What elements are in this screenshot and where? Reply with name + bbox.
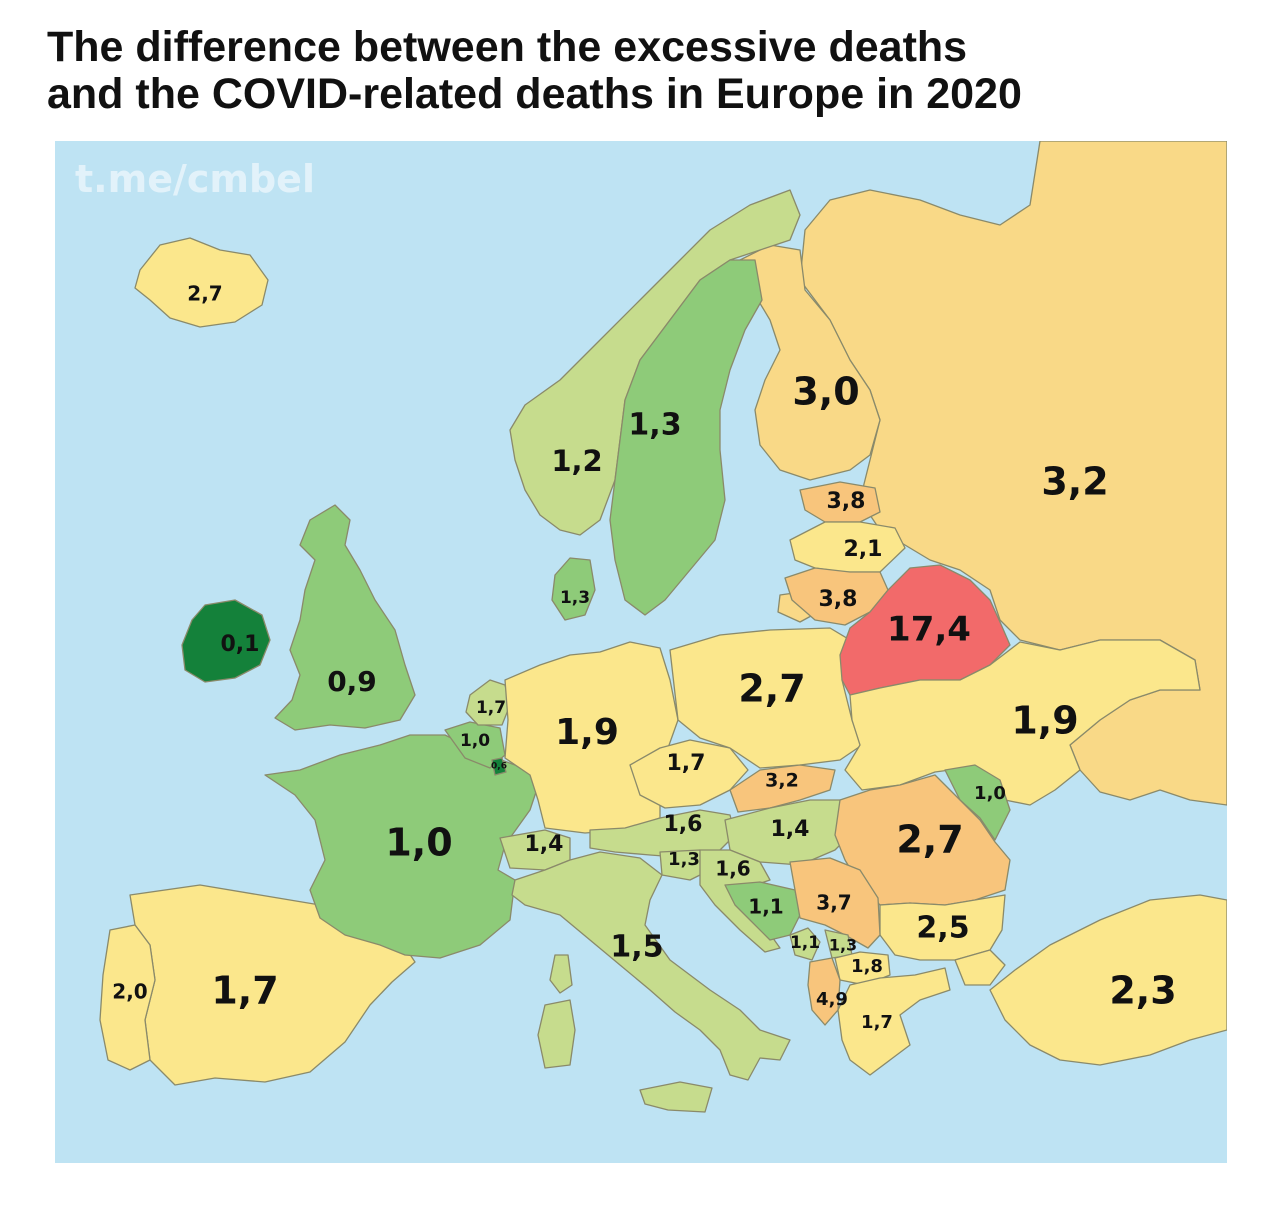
label-austria: 1,6: [664, 812, 703, 837]
country-belarus: [839, 564, 1011, 696]
label-portugal: 2,0: [112, 980, 147, 1004]
country-serbia: [789, 857, 881, 949]
label-ukraine: 1,9: [1011, 699, 1078, 743]
island-sardinia: [537, 999, 576, 1069]
label-denmark: 1,3: [560, 588, 590, 608]
country-montenegro: [789, 927, 821, 961]
label-netherlands: 1,7: [476, 698, 506, 718]
map-title: The difference between the excessive dea…: [47, 24, 1247, 118]
country-russia: [799, 141, 1227, 806]
label-russia: 3,2: [1041, 460, 1108, 504]
label-albania: 4,9: [816, 989, 848, 1010]
country-italy: [511, 851, 791, 1081]
label-moldova: 1,0: [974, 783, 1006, 804]
label-czechia: 1,7: [667, 751, 706, 776]
country-uk: [274, 504, 416, 731]
country-sweden: [609, 259, 763, 616]
label-north-macedonia: 1,8: [851, 956, 883, 977]
label-belarus: 17,4: [887, 610, 971, 650]
label-spain: 1,7: [211, 969, 278, 1013]
country-iceland: [134, 237, 269, 328]
label-switzerland: 1,4: [525, 832, 564, 857]
label-montenegro: 1,1: [790, 933, 820, 953]
country-portugal: [99, 924, 156, 1071]
label-bosnia-and-herzegovina: 1,1: [748, 895, 783, 919]
country-estonia: [799, 481, 881, 523]
country-denmark: [551, 557, 596, 621]
country-ireland: [181, 599, 271, 683]
label-poland: 2,7: [738, 667, 805, 711]
label-italy: 1,5: [610, 930, 663, 965]
label-kosovo: 1,3: [829, 936, 857, 955]
label-ireland: 0,1: [221, 632, 260, 657]
country-turkey: [989, 894, 1227, 1066]
country-latvia: [789, 521, 906, 573]
europe-map: t.me/cmbel 2,7 1,2 1,3 3,0 3,2 3,8 2,1 3,8 17,4 1…: [55, 141, 1227, 1163]
country-greece: [837, 967, 951, 1076]
label-belgium: 1,0: [460, 731, 490, 751]
label-united-kingdom: 0,9: [327, 665, 377, 698]
label-germany: 1,9: [555, 712, 619, 753]
country-finland: [739, 244, 881, 481]
country-bulgaria: [879, 894, 1006, 961]
label-luxembourg: 0,6: [491, 762, 507, 772]
label-sweden: 1,3: [628, 408, 681, 443]
label-norway: 1,2: [551, 444, 602, 478]
label-greece: 1,7: [861, 1012, 893, 1033]
label-croatia: 1,6: [715, 857, 750, 881]
country-slovakia: [729, 764, 836, 813]
country-albania: [807, 957, 841, 1026]
label-serbia: 3,7: [816, 891, 851, 915]
country-labels: 2,7 1,2 1,3 3,0 3,2 3,8 2,1 3,8 17,4 1,3 0,1 0,9 1,7…: [112, 282, 1176, 1034]
island-corsica: [549, 954, 573, 994]
country-luxembourg: [491, 757, 507, 776]
label-latvia: 2,1: [844, 537, 883, 562]
country-ukraine: [844, 639, 1201, 806]
title-line-2: and the COVID-related deaths in Europe i…: [47, 70, 1022, 118]
label-estonia: 3,8: [827, 489, 866, 514]
title-line-1: The difference between the excessive dea…: [47, 23, 968, 71]
country-austria: [589, 809, 736, 859]
island-sicily: [639, 1081, 713, 1113]
label-slovakia: 3,2: [765, 770, 799, 792]
watermark: t.me/cmbel: [75, 157, 315, 201]
label-romania: 2,7: [896, 818, 963, 862]
country-turkey-thrace: [954, 949, 1006, 986]
label-finland: 3,0: [792, 370, 859, 414]
country-netherlands: [465, 679, 511, 726]
label-france: 1,0: [385, 821, 452, 865]
label-turkey: 2,3: [1109, 969, 1176, 1013]
country-czechia: [629, 739, 749, 809]
label-bulgaria: 2,5: [916, 911, 969, 946]
label-iceland: 2,7: [187, 282, 222, 306]
label-slovenia: 1,3: [668, 849, 700, 870]
label-hungary: 1,4: [771, 817, 810, 842]
label-lithuania: 3,8: [819, 587, 858, 612]
